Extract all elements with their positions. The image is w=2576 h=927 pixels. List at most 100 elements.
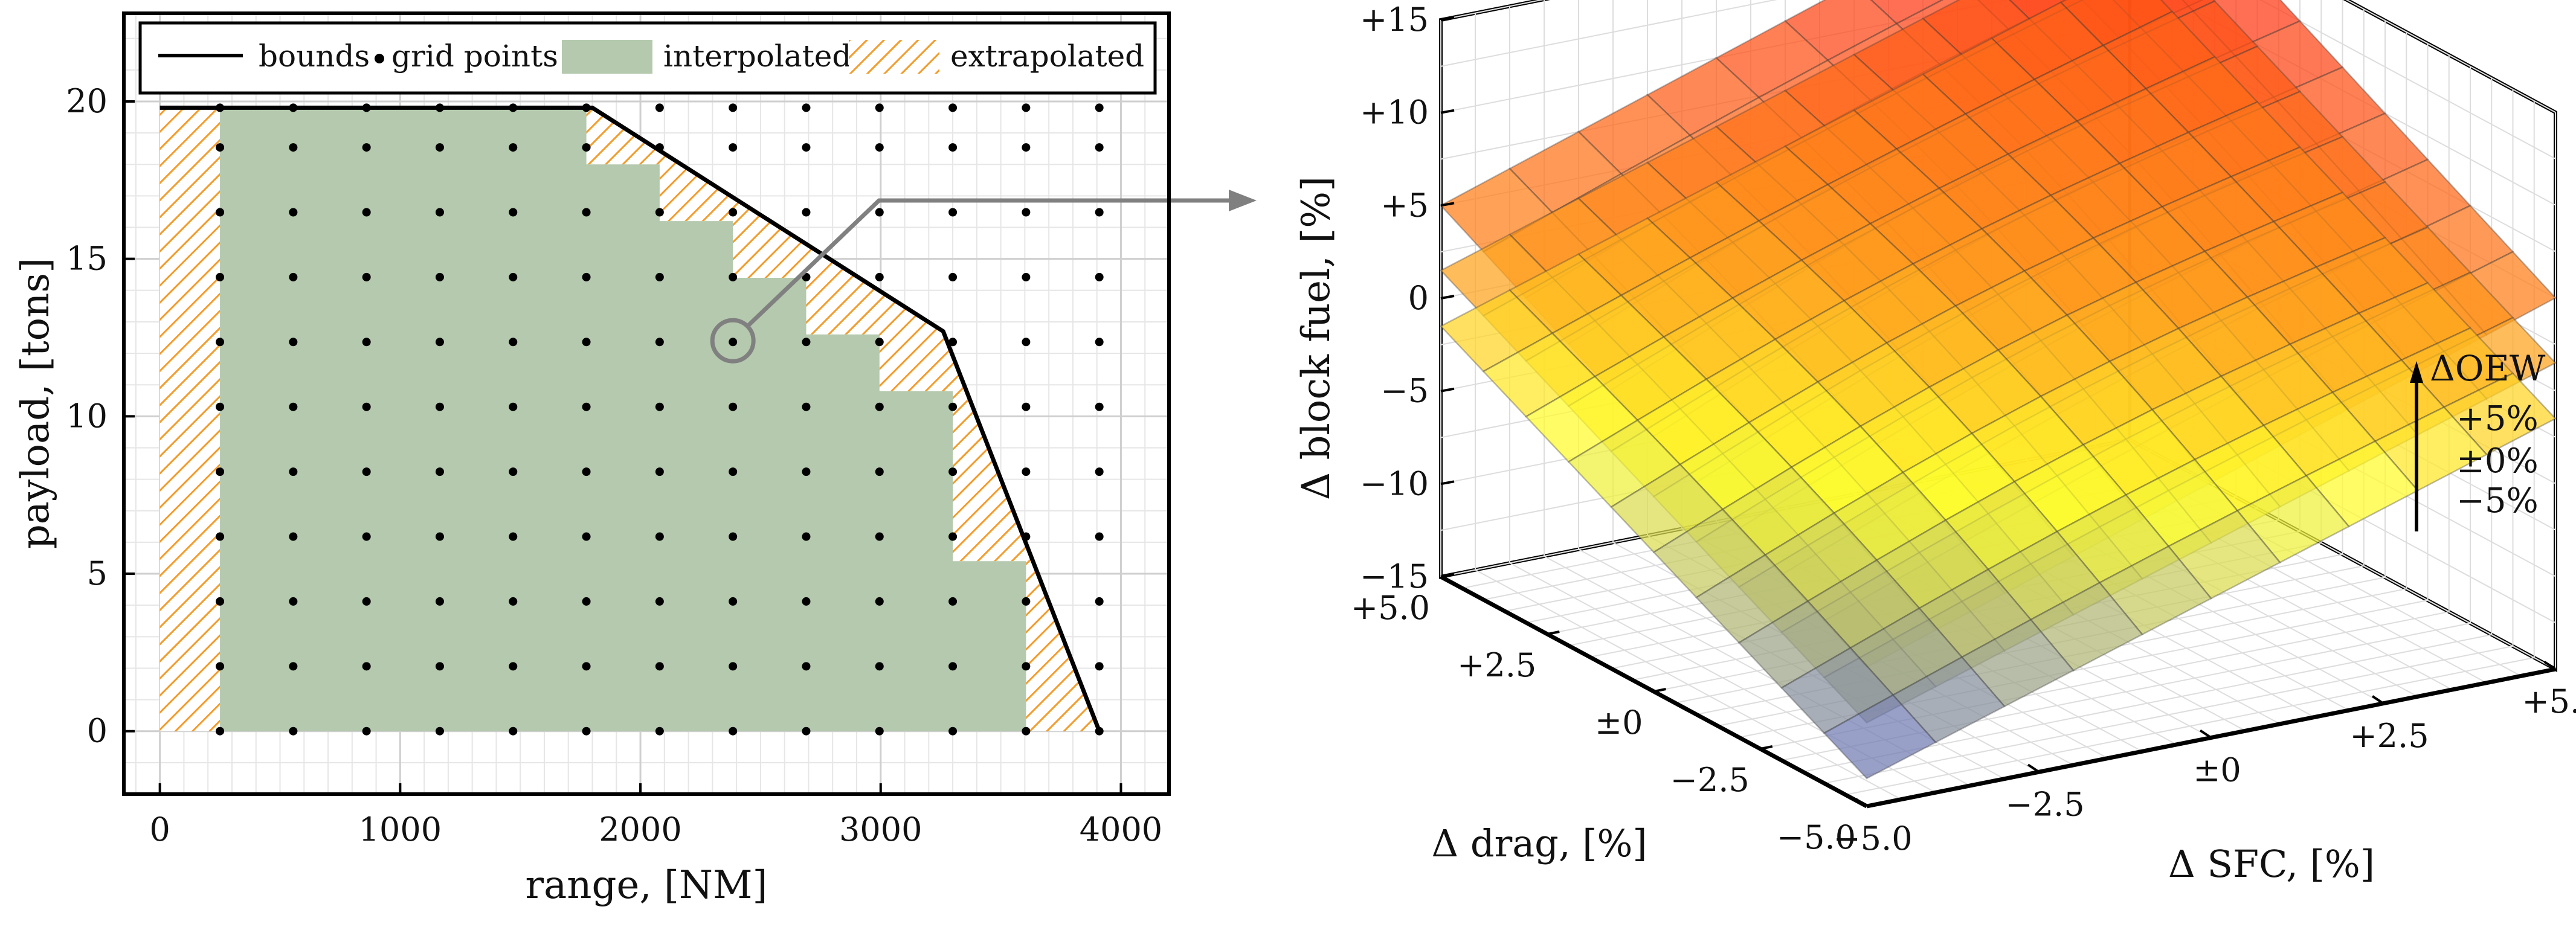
grid-point bbox=[435, 662, 444, 671]
grid-point bbox=[948, 727, 958, 736]
grid-point bbox=[729, 143, 738, 152]
y-axis-label: payload, [tons] bbox=[13, 258, 58, 549]
sfc-tick-label: −5.0 bbox=[1833, 820, 1912, 858]
grid-point bbox=[802, 662, 811, 671]
z-tick-label: +5 bbox=[1380, 186, 1429, 224]
z-tick bbox=[1440, 480, 1455, 486]
drag-tick-label: +2.5 bbox=[1457, 646, 1536, 684]
grid-point bbox=[729, 467, 738, 476]
surface-cell bbox=[1843, 263, 1957, 344]
grid-point bbox=[655, 597, 664, 606]
drag-tick-label: +5.0 bbox=[1351, 589, 1430, 627]
grid-point bbox=[875, 597, 884, 606]
grid-point bbox=[802, 532, 811, 541]
surface-cell bbox=[1620, 257, 1734, 338]
surface-cell bbox=[1971, 395, 2085, 483]
grid-point bbox=[729, 103, 738, 112]
grid-point bbox=[509, 467, 518, 476]
grid-point bbox=[1095, 402, 1104, 411]
grid-point bbox=[1095, 338, 1104, 347]
grid-point bbox=[875, 272, 884, 281]
grid-point bbox=[362, 272, 371, 281]
grid-point bbox=[655, 272, 664, 281]
grid-point bbox=[216, 727, 225, 736]
grid-point bbox=[362, 727, 371, 736]
grid-point bbox=[435, 103, 444, 112]
drag-axis-label: Δ drag, [%] bbox=[1431, 821, 1647, 865]
grid-point bbox=[655, 402, 664, 411]
grid-point bbox=[1095, 467, 1104, 476]
grid-point bbox=[435, 272, 444, 281]
grid-point bbox=[362, 597, 371, 606]
grid-point bbox=[729, 402, 738, 411]
grid-point bbox=[948, 143, 958, 152]
grid-point bbox=[216, 208, 225, 217]
grid-point bbox=[802, 597, 811, 606]
oew-label: ΔOEW bbox=[2430, 348, 2546, 389]
z-tick bbox=[1440, 295, 1455, 300]
x-tick-label: 0 bbox=[149, 810, 170, 848]
grid-point bbox=[1095, 208, 1104, 217]
grid-point bbox=[362, 338, 371, 347]
grid-point bbox=[655, 208, 664, 217]
grid-point bbox=[1022, 272, 1031, 281]
grid-point bbox=[948, 597, 958, 606]
grid-point bbox=[362, 103, 371, 112]
sfc-tick bbox=[2027, 763, 2040, 773]
y-tick-label: 20 bbox=[66, 82, 108, 120]
z-tick-label: −15 bbox=[1360, 557, 1429, 595]
grid-point bbox=[582, 532, 591, 541]
grid-point bbox=[582, 402, 591, 411]
grid-point bbox=[362, 402, 371, 411]
grid-point bbox=[435, 208, 444, 217]
grid-point bbox=[655, 727, 664, 736]
grid-point bbox=[435, 597, 444, 606]
series-label: ±0% bbox=[2456, 441, 2539, 481]
z-tick-label: −5 bbox=[1380, 372, 1429, 410]
surface-cell bbox=[2246, 266, 2360, 345]
grid-point bbox=[582, 272, 591, 281]
grid-point bbox=[1095, 662, 1104, 671]
z-tick-label: 0 bbox=[1408, 279, 1429, 317]
z-tick bbox=[1440, 387, 1455, 393]
grid-point bbox=[289, 338, 298, 347]
x-tick-label: 1000 bbox=[359, 810, 442, 848]
surface-cell bbox=[1823, 694, 1937, 780]
surface-cell bbox=[1980, 194, 2095, 272]
y-ticks: 0 5 10 15 20 bbox=[66, 82, 135, 750]
grid-point bbox=[435, 143, 444, 152]
sfc-tick bbox=[2199, 729, 2212, 739]
grid-point bbox=[875, 532, 884, 541]
grid-point bbox=[1095, 597, 1104, 606]
grid-point bbox=[802, 727, 811, 736]
grid-point bbox=[1022, 402, 1031, 411]
sfc-tick bbox=[2543, 661, 2557, 670]
grid-point bbox=[435, 402, 444, 411]
y-tick-label: 15 bbox=[66, 240, 108, 278]
series-label: +5% bbox=[2456, 399, 2539, 438]
grid-point bbox=[509, 727, 518, 736]
sfc-ticks: −5.0 −2.5 ±0 +2.5 +5.0 bbox=[1833, 661, 2576, 858]
legend-points-label: grid points bbox=[391, 39, 558, 74]
grid-point bbox=[948, 272, 958, 281]
grid-point bbox=[802, 467, 811, 476]
oew-arrow-head bbox=[2410, 361, 2423, 383]
grid-point bbox=[362, 467, 371, 476]
z-tick-label: −10 bbox=[1360, 464, 1429, 502]
grid-point bbox=[509, 272, 518, 281]
surface-cell bbox=[2288, 312, 2403, 394]
grid-point bbox=[509, 402, 518, 411]
grid-point bbox=[875, 402, 884, 411]
surface-cell bbox=[1997, 314, 2111, 397]
grid-point bbox=[802, 402, 811, 411]
drag-tick bbox=[1760, 745, 1773, 750]
legend-bounds-label: bounds bbox=[259, 39, 370, 74]
grid-point bbox=[802, 272, 811, 281]
x-tick-label: 2000 bbox=[599, 810, 681, 848]
drag-tick bbox=[1866, 803, 1879, 807]
grid-point bbox=[875, 143, 884, 152]
z-tick bbox=[1440, 16, 1455, 21]
legend-extrapolated-swatch bbox=[849, 40, 939, 74]
grid-point bbox=[216, 532, 225, 541]
